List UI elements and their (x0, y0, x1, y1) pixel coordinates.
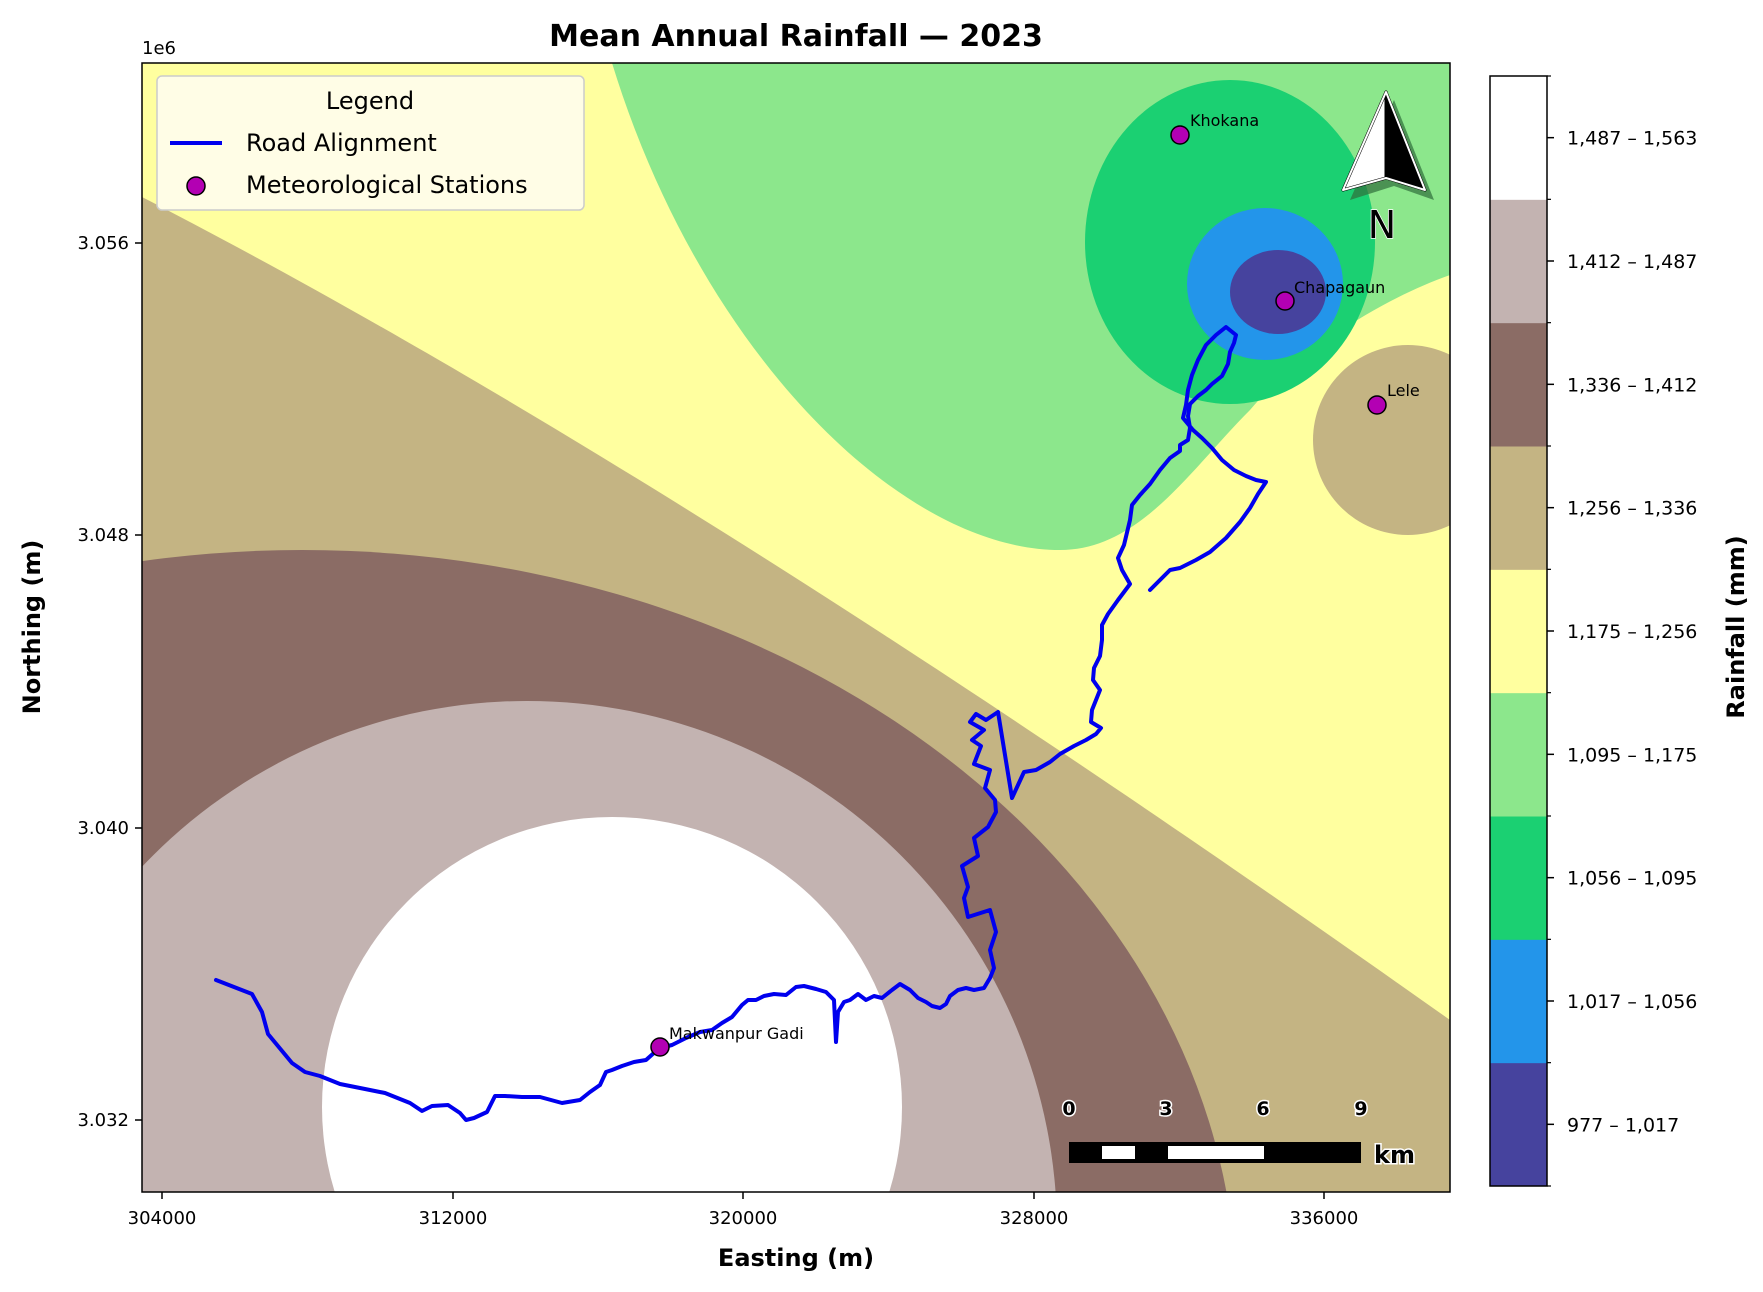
station-marker (1170, 125, 1190, 145)
scale-tick-label: 3 (1159, 1098, 1172, 1120)
scale-bar-segment (1102, 1159, 1135, 1163)
scale-tick-label: 6 (1256, 1098, 1269, 1120)
x-tick-label: 320000 (709, 1208, 778, 1229)
station-lele: Lele (1367, 381, 1420, 415)
colorbar-swatch (1490, 76, 1547, 200)
scale-bar: 0 3 6 9 km (1061, 1097, 1417, 1171)
y-axis-label: Northing (m) (18, 540, 46, 715)
legend-stations-label: Meteorological Stations (246, 171, 528, 199)
station-label: Chapagaun (1294, 278, 1385, 297)
station-label: Makwanpur Gadi (669, 1024, 804, 1043)
station-label: Lele (1387, 381, 1420, 400)
colorbar-swatch (1490, 199, 1547, 324)
north-arrow-label: N (1368, 203, 1396, 247)
colorbar-tick-label: 977 – 1,017 (1567, 1114, 1679, 1136)
scale-bar-segment (1264, 1142, 1361, 1163)
scale-bar-segment (1102, 1142, 1135, 1146)
map-legend: Legend Road Alignment Meteorological Sta… (156, 75, 585, 211)
colorbar-swatch (1490, 939, 1547, 1064)
x-tick-label: 328000 (1000, 1208, 1069, 1229)
colorbar-frame (1489, 75, 1548, 1187)
x-tick-label: 336000 (1290, 1208, 1359, 1229)
legend-box (156, 75, 585, 211)
scale-bar-segment (1168, 1146, 1264, 1159)
station-label: Khokana (1190, 111, 1259, 130)
map-frame (141, 62, 1451, 1193)
x-tick-label: 312000 (419, 1208, 488, 1229)
rainfall-zone-lele-1256-1336 (1313, 345, 1450, 535)
y-axis: 3.032 3.040 3.048 3.056 1e6 Northing (m) (18, 38, 176, 1131)
x-axis: 304000 312000 320000 328000 336000 Easting (… (128, 1192, 1359, 1272)
scale-unit-label: km (1374, 1141, 1415, 1169)
scale-bar-segment (1168, 1159, 1264, 1163)
colorbar-tick-label: 1,412 – 1,487 (1567, 251, 1697, 273)
north-arrow-outline (1342, 91, 1426, 191)
colorbar: 977 – 1,017 1,017 – 1,056 1,056 – 1,095 1,0… (1489, 75, 1750, 1187)
legend-title: Legend (326, 87, 414, 115)
map-title: Mean Annual Rainfall — 2023 (549, 19, 1043, 54)
station-marker (1367, 395, 1387, 415)
colorbar-tick-label: 1,056 – 1,095 (1567, 868, 1697, 890)
colorbar-tick-label: 1,256 – 1,336 (1567, 498, 1697, 520)
scale-tick-label: 9 (1354, 1098, 1367, 1120)
road-alignment (214, 325, 1268, 1122)
colorbar-label: Rainfall (mm) (1722, 535, 1750, 718)
scale-tick-label: 0 (1062, 1098, 1075, 1120)
y-offset-label: 1e6 (142, 38, 176, 59)
scale-bar-segment (1102, 1146, 1135, 1159)
colorbar-tick-label: 1,175 – 1,256 (1567, 621, 1697, 643)
station-marker (1275, 291, 1295, 311)
colorbar-swatch (1490, 1062, 1547, 1187)
station-khokana: Khokana (1170, 111, 1259, 145)
legend-station-swatch (186, 176, 206, 196)
y-tick-label: 3.032 (77, 1110, 129, 1131)
rainfall-zone-1487-1563 (322, 817, 902, 1192)
colorbar-swatch (1490, 816, 1547, 940)
y-tick-label: 3.056 (77, 233, 129, 254)
station-makwanpur-gadi: Makwanpur Gadi (650, 1024, 804, 1057)
x-tick-label: 304000 (128, 1208, 197, 1229)
colorbar-tick-label: 1,095 – 1,175 (1567, 744, 1697, 766)
colorbar-tick-label: 1,017 – 1,056 (1567, 991, 1697, 1013)
colorbar-swatch (1490, 446, 1547, 570)
scale-bar-segment (1069, 1142, 1102, 1163)
colorbar-swatch (1490, 569, 1547, 694)
station-chapagaun: Chapagaun (1275, 278, 1385, 311)
scale-bar-segment (1135, 1142, 1168, 1163)
north-arrow: N (1341, 90, 1434, 248)
colorbar-tick-label: 1,336 – 1,412 (1567, 374, 1697, 396)
y-tick-label: 3.048 (77, 525, 129, 546)
x-axis-label: Easting (m) (718, 1244, 874, 1272)
legend-road-label: Road Alignment (246, 129, 437, 157)
scale-bar-segment (1168, 1142, 1264, 1146)
colorbar-swatch (1490, 322, 1547, 447)
colorbar-tick-label: 1,487 – 1,563 (1567, 128, 1697, 150)
colorbar-swatch (1490, 692, 1547, 817)
station-marker (650, 1037, 670, 1057)
y-tick-label: 3.040 (77, 818, 129, 839)
rainfall-zone-977-1017 (1230, 250, 1326, 334)
map-area: Khokana Chapagaun Lele Makwanpur Gadi N (142, 63, 1450, 1192)
